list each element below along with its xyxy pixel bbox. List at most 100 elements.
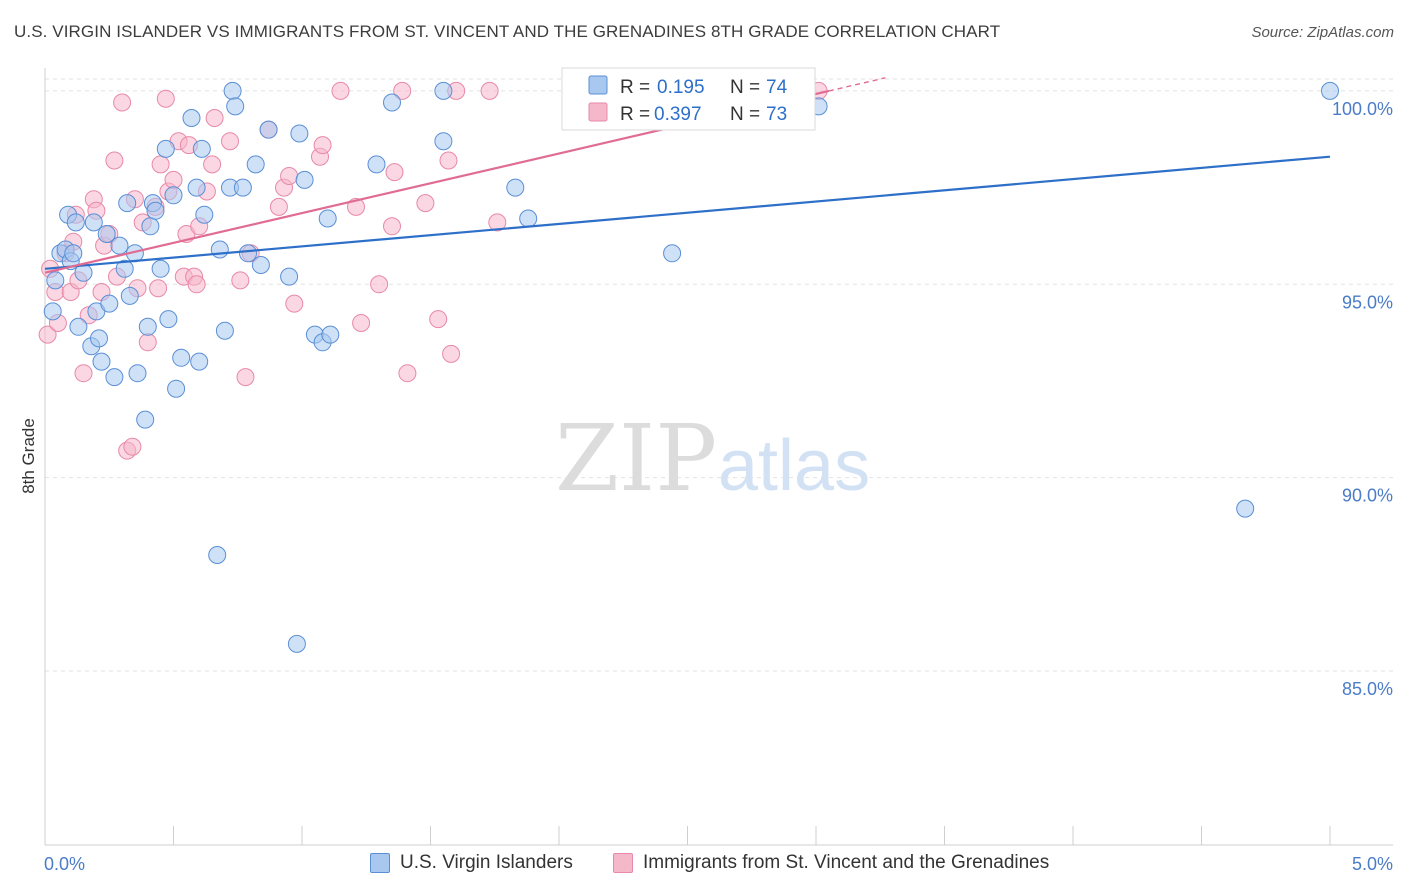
stats-r-label-blue: R = bbox=[620, 77, 650, 98]
blue-point bbox=[90, 329, 108, 348]
blue-point bbox=[43, 302, 62, 321]
pink-point bbox=[331, 81, 350, 100]
blue-point bbox=[118, 194, 137, 213]
blue-point bbox=[239, 244, 257, 263]
y-tick-label: 100.0% bbox=[1332, 99, 1393, 119]
watermark: ZIP atlas bbox=[555, 405, 870, 512]
blue-point bbox=[287, 634, 306, 653]
pink-point bbox=[352, 314, 371, 332]
blue-point bbox=[233, 178, 252, 197]
stats-swatch-blue bbox=[588, 75, 608, 95]
pink-point bbox=[156, 89, 175, 108]
blue-point bbox=[195, 205, 214, 224]
stats-n-label-blue: N = bbox=[730, 77, 760, 98]
tick-label-layer: 85.0% 90.0% 95.0% 100.0% 0.0% 5.0% bbox=[44, 99, 1393, 874]
blue-point bbox=[159, 310, 178, 329]
y-tick-label: 95.0% bbox=[1342, 292, 1393, 312]
legend-label-blue: U.S. Virgin Islanders bbox=[400, 852, 573, 873]
blue-point bbox=[295, 170, 314, 189]
blue-point bbox=[64, 244, 83, 263]
pink-point bbox=[187, 275, 206, 294]
pink-point bbox=[269, 197, 288, 216]
pink-point bbox=[383, 217, 401, 236]
blue-point bbox=[190, 352, 209, 371]
blue-point bbox=[187, 178, 206, 197]
blue-point bbox=[192, 139, 211, 158]
pink-point bbox=[416, 194, 435, 213]
pink-point bbox=[38, 325, 57, 344]
pink-point bbox=[393, 81, 412, 100]
blue-point bbox=[226, 97, 245, 116]
blue-point bbox=[280, 267, 299, 286]
stats-r-label-pink: R = bbox=[620, 104, 650, 125]
blue-point bbox=[506, 178, 525, 197]
legend-item-pink[interactable]: Immigrants from St. Vincent and the Gren… bbox=[613, 852, 1049, 874]
blue-point bbox=[92, 352, 111, 371]
legend-swatch-blue bbox=[370, 853, 390, 873]
y-axis-title: 8th Grade bbox=[19, 418, 38, 494]
blue-point bbox=[84, 213, 103, 232]
axis-layer bbox=[44, 68, 1393, 846]
chart-title: U.S. VIRGIN ISLANDER VS IMMIGRANTS FROM … bbox=[14, 22, 1001, 41]
blue-point bbox=[1236, 499, 1255, 518]
blue-point bbox=[138, 317, 157, 336]
blue-point bbox=[66, 213, 85, 232]
pink-point bbox=[480, 81, 499, 100]
stats-box: R = 0.195 N = 74 R = 0.397 N = 73 bbox=[561, 67, 816, 131]
pink-point bbox=[221, 132, 239, 151]
pink-point bbox=[280, 167, 299, 185]
pink-point bbox=[123, 437, 142, 456]
blue-point bbox=[434, 132, 453, 151]
blue-series-points bbox=[43, 81, 1339, 653]
blue-point bbox=[246, 155, 265, 174]
blue-point bbox=[251, 256, 270, 274]
blue-point bbox=[146, 201, 165, 220]
blue-point bbox=[367, 155, 386, 174]
blue-point bbox=[208, 546, 227, 564]
stats-n-label-pink: N = bbox=[730, 104, 760, 125]
blue-point bbox=[172, 348, 191, 367]
stats-r-value-pink: 0.397 bbox=[654, 104, 702, 125]
blue-point bbox=[164, 186, 183, 205]
blue-point bbox=[115, 259, 134, 278]
blue-point bbox=[259, 120, 278, 139]
legend-item-blue[interactable]: U.S. Virgin Islanders bbox=[370, 852, 573, 874]
blue-point bbox=[321, 325, 340, 344]
pink-point bbox=[203, 155, 222, 174]
pink-point bbox=[149, 279, 168, 298]
x-tick-label-min: 0.0% bbox=[44, 854, 85, 874]
legend-label-pink: Immigrants from St. Vincent and the Gren… bbox=[643, 852, 1050, 873]
pink-point bbox=[370, 275, 389, 294]
source-label: Source: ZipAtlas.com bbox=[1251, 24, 1394, 41]
blue-point bbox=[182, 109, 201, 127]
blue-point bbox=[136, 410, 155, 429]
blue-point bbox=[141, 217, 160, 236]
watermark-zip: ZIP bbox=[555, 405, 717, 512]
watermark-atlas: atlas bbox=[718, 426, 870, 506]
blue-point bbox=[151, 259, 170, 278]
blue-point bbox=[383, 93, 401, 112]
pink-point bbox=[151, 155, 170, 174]
blue-point bbox=[156, 139, 175, 158]
blue-point bbox=[519, 209, 538, 228]
pink-point bbox=[429, 310, 448, 329]
blue-point bbox=[167, 379, 186, 398]
blue-point bbox=[223, 81, 242, 100]
blue-point bbox=[46, 271, 65, 290]
blue-point bbox=[105, 368, 124, 387]
y-tick-label: 90.0% bbox=[1342, 486, 1393, 506]
pink-point bbox=[231, 271, 250, 290]
pink-point bbox=[313, 136, 332, 155]
blue-point bbox=[97, 225, 116, 243]
pink-point bbox=[385, 163, 404, 182]
pink-point bbox=[236, 368, 255, 387]
y-tick-label: 85.0% bbox=[1342, 679, 1393, 699]
pink-point bbox=[285, 294, 304, 313]
blue-point bbox=[110, 236, 129, 255]
blue-point bbox=[120, 286, 139, 305]
pink-point bbox=[74, 364, 93, 383]
pink-point bbox=[488, 213, 507, 232]
stats-swatch-pink bbox=[588, 102, 608, 122]
legend-swatch-pink bbox=[613, 853, 633, 873]
